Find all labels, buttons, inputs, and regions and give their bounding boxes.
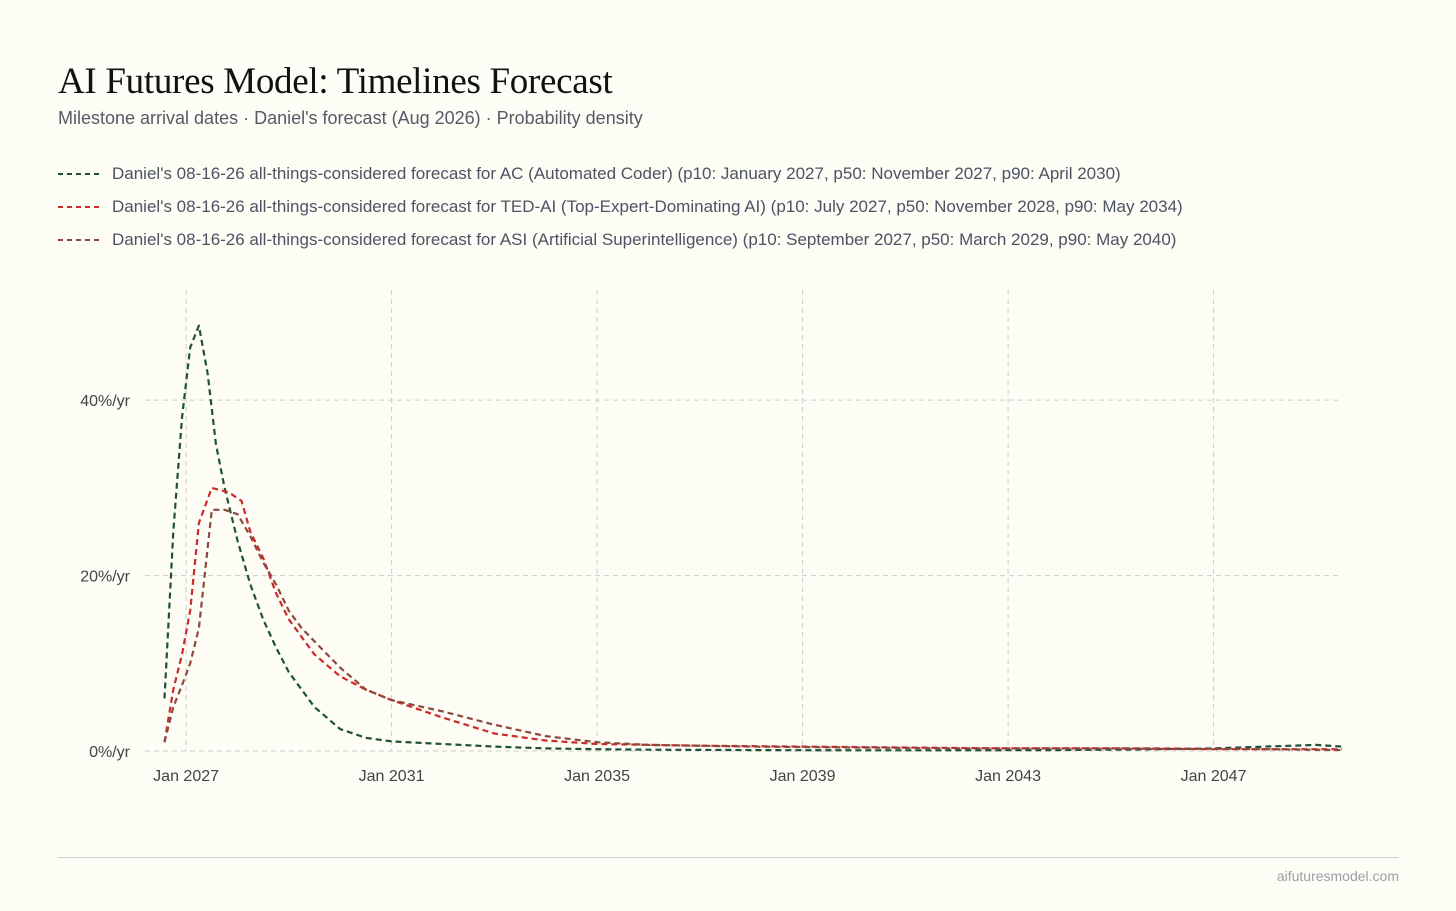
x-tick-label-3: Jan 2039 xyxy=(770,768,836,785)
legend-label-ted-ai: Daniel's 08-16-26 all-things-considered … xyxy=(112,196,1183,216)
x-tick-label-5: Jan 2047 xyxy=(1181,768,1247,785)
y-tick-label-2: 40%/yr xyxy=(80,393,130,410)
series-line-ted-ai xyxy=(163,486,1342,751)
y-tick-labels: 0%/yr 20%/yr 40%/yr xyxy=(80,393,130,761)
legend-swatch-asi xyxy=(58,238,102,241)
legend-label-ac: Daniel's 08-16-26 all-things-considered … xyxy=(112,163,1121,183)
x-gridlines xyxy=(185,290,1215,751)
y-tick-label-0: 0%/yr xyxy=(89,744,131,761)
x-tick-label-4: Jan 2043 xyxy=(975,768,1041,785)
series-line-ac xyxy=(163,324,1343,752)
y-gridlines xyxy=(145,399,1342,752)
x-tick-label-2: Jan 2035 xyxy=(564,768,630,785)
footer-source: aifuturesmodel.com xyxy=(1276,868,1399,884)
x-tick-labels: Jan 2027 Jan 2031 Jan 2035 Jan 2039 Jan 2043… xyxy=(153,768,1246,785)
x-tick-label-1: Jan 2031 xyxy=(359,768,425,785)
y-tick-label-1: 20%/yr xyxy=(80,569,130,586)
legend-label-asi: Daniel's 08-16-26 all-things-considered … xyxy=(112,229,1177,249)
legend: Daniel's 08-16-26 all-things-considered … xyxy=(58,157,1183,256)
x-tick-label-0: Jan 2027 xyxy=(153,768,219,785)
series-lines xyxy=(163,324,1343,752)
legend-swatch-ac xyxy=(58,172,102,175)
legend-item-asi[interactable]: Daniel's 08-16-26 all-things-considered … xyxy=(58,223,1183,256)
density-chart: Jan 2027 Jan 2031 Jan 2035 Jan 2039 Jan 2043… xyxy=(80,290,1343,785)
chart-title: AI Futures Model: Timelines Forecast xyxy=(58,61,613,102)
chart-subtitle: Milestone arrival dates · Daniel's forec… xyxy=(58,108,643,128)
footer-divider xyxy=(58,857,1399,858)
series-line-asi xyxy=(163,508,1343,752)
legend-swatch-ted-ai xyxy=(58,205,102,208)
legend-item-ac[interactable]: Daniel's 08-16-26 all-things-considered … xyxy=(58,157,1183,190)
legend-item-ted-ai[interactable]: Daniel's 08-16-26 all-things-considered … xyxy=(58,190,1183,223)
